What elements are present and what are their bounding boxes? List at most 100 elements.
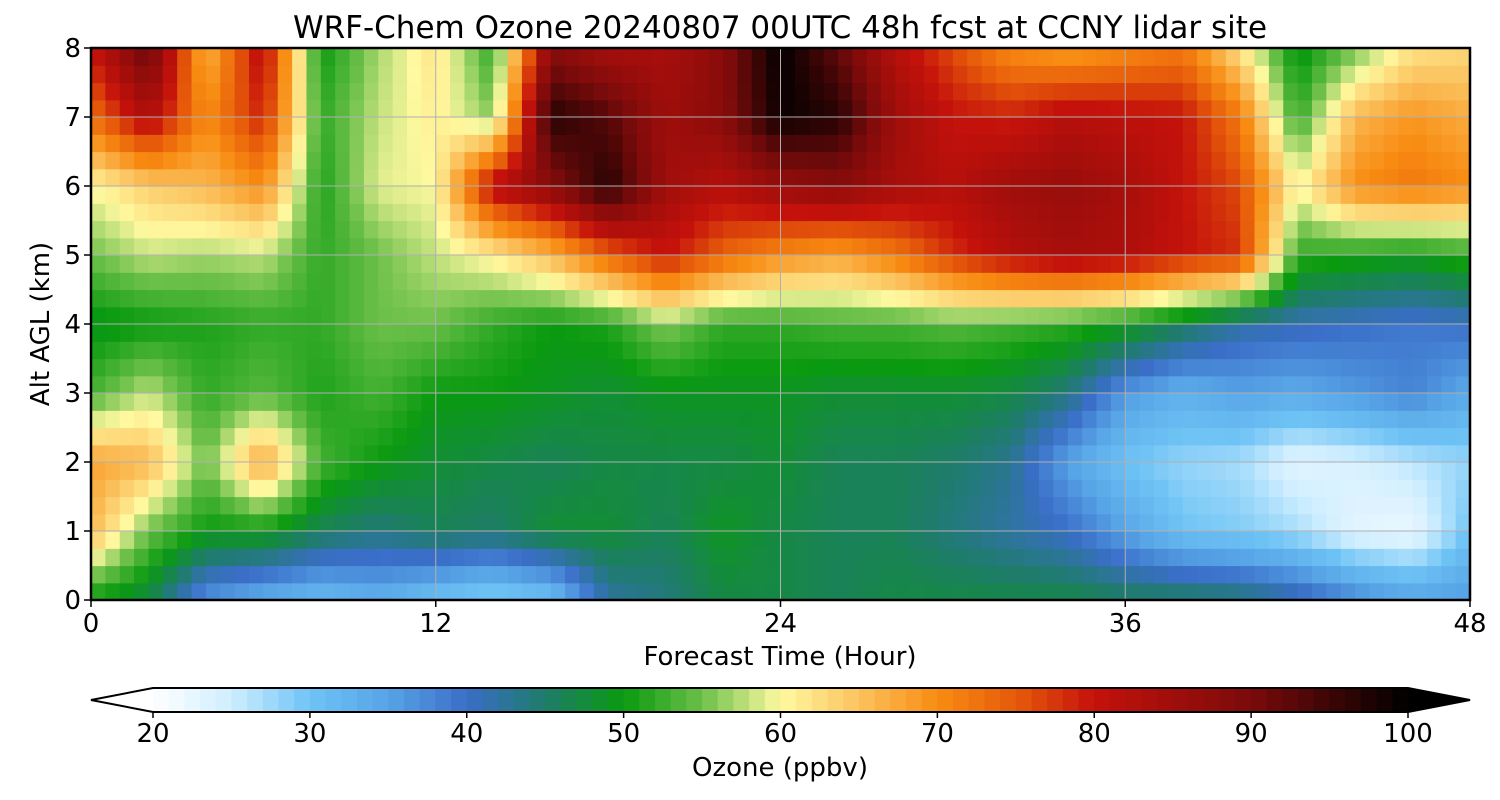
heatmap-cell bbox=[464, 531, 480, 549]
heatmap-cell bbox=[1067, 375, 1083, 394]
heatmap-cell bbox=[220, 220, 236, 239]
heatmap-cell bbox=[1412, 582, 1428, 600]
heatmap-cell bbox=[579, 255, 595, 273]
heatmap-cell bbox=[392, 289, 408, 308]
heatmap-cell bbox=[277, 410, 293, 429]
heatmap-cell bbox=[1211, 272, 1227, 291]
heatmap-cell bbox=[909, 479, 925, 498]
heatmap-cell bbox=[407, 48, 422, 66]
heatmap-cell bbox=[723, 496, 738, 515]
heatmap-cell bbox=[507, 289, 523, 308]
heatmap-cell bbox=[622, 99, 638, 118]
heatmap-cell bbox=[852, 272, 868, 291]
heatmap-cell bbox=[249, 582, 264, 600]
heatmap-cell bbox=[866, 255, 882, 273]
heatmap-cell bbox=[1311, 272, 1327, 291]
heatmap-cell bbox=[277, 565, 293, 584]
heatmap-cell bbox=[521, 134, 537, 153]
heatmap-cell bbox=[191, 289, 207, 308]
heatmap-cell bbox=[1197, 65, 1213, 84]
heatmap-cell bbox=[1240, 99, 1256, 118]
heatmap-cell bbox=[1369, 496, 1385, 515]
heatmap-cell bbox=[737, 117, 753, 135]
heatmap-cell bbox=[665, 82, 681, 101]
heatmap-cell bbox=[119, 82, 135, 101]
heatmap-cell bbox=[852, 186, 868, 204]
heatmap-cell bbox=[737, 375, 753, 394]
heatmap-cell bbox=[679, 289, 695, 308]
heatmap-cell bbox=[651, 393, 667, 411]
heatmap-cell bbox=[234, 513, 250, 532]
heatmap-cell bbox=[407, 65, 422, 84]
heatmap-cell bbox=[450, 324, 466, 342]
heatmap-cell bbox=[450, 358, 466, 377]
heatmap-cell bbox=[493, 186, 509, 204]
heatmap-cell bbox=[737, 186, 753, 204]
heatmap-cell bbox=[694, 479, 710, 498]
heatmap-cell bbox=[450, 306, 466, 325]
heatmap-cell bbox=[220, 65, 236, 84]
heatmap-cell bbox=[895, 117, 911, 135]
heatmap-cell bbox=[967, 479, 983, 498]
heatmap-cell bbox=[392, 65, 408, 84]
heatmap-cell bbox=[1053, 272, 1069, 291]
heatmap-cell bbox=[1039, 255, 1055, 273]
heatmap-cell bbox=[378, 65, 394, 84]
heatmap-cell bbox=[1225, 99, 1241, 118]
heatmap-cell bbox=[105, 306, 121, 325]
heatmap-cell bbox=[679, 186, 695, 204]
heatmap-cell bbox=[91, 531, 106, 549]
heatmap-cell bbox=[1412, 272, 1428, 291]
heatmap-cell bbox=[622, 82, 638, 101]
heatmap-cell bbox=[1326, 410, 1342, 429]
heatmap-cell bbox=[1168, 168, 1184, 187]
heatmap-cell bbox=[1153, 48, 1169, 66]
heatmap-cell bbox=[1110, 496, 1126, 515]
heatmap-cell bbox=[1326, 496, 1342, 515]
heatmap-cell bbox=[895, 531, 911, 549]
heatmap-cell bbox=[995, 255, 1011, 273]
heatmap-cell bbox=[579, 496, 595, 515]
heatmap-cell bbox=[220, 237, 236, 256]
heatmap-cell bbox=[536, 168, 552, 187]
heatmap-cell bbox=[665, 427, 681, 446]
heatmap-cell bbox=[1355, 99, 1371, 118]
heatmap-cell bbox=[1297, 168, 1313, 187]
heatmap-cell bbox=[622, 358, 638, 377]
colorbar-segment bbox=[796, 688, 813, 712]
heatmap-cell bbox=[723, 462, 738, 480]
heatmap-cell bbox=[866, 582, 882, 600]
heatmap-cell bbox=[737, 393, 753, 411]
heatmap-cell bbox=[234, 220, 250, 239]
heatmap-cell bbox=[205, 203, 221, 222]
heatmap-cell bbox=[1082, 255, 1098, 273]
heatmap-cell bbox=[1326, 531, 1342, 549]
heatmap-cell bbox=[507, 237, 523, 256]
heatmap-cell bbox=[794, 289, 810, 308]
heatmap-cell bbox=[1297, 134, 1313, 153]
heatmap-cell bbox=[536, 220, 552, 239]
heatmap-cell bbox=[1039, 134, 1055, 153]
heatmap-cell bbox=[1197, 186, 1213, 204]
heatmap-cell bbox=[1426, 479, 1442, 498]
heatmap-cell bbox=[1455, 134, 1470, 153]
heatmap-cell bbox=[1010, 496, 1026, 515]
heatmap-cell bbox=[1082, 151, 1098, 170]
heatmap-cell bbox=[1254, 203, 1270, 222]
heatmap-cell bbox=[1096, 513, 1112, 532]
heatmap-cell bbox=[751, 513, 767, 532]
heatmap-cell bbox=[1053, 134, 1069, 153]
heatmap-cell bbox=[363, 479, 379, 498]
heatmap-cell bbox=[421, 99, 437, 118]
heatmap-cell bbox=[1168, 65, 1184, 84]
heatmap-cell bbox=[1369, 462, 1385, 480]
heatmap-cell bbox=[593, 496, 609, 515]
heatmap-cell bbox=[967, 513, 983, 532]
heatmap-cell bbox=[593, 341, 609, 360]
heatmap-cell bbox=[91, 237, 106, 256]
heatmap-cell bbox=[450, 410, 466, 429]
heatmap-cell bbox=[1067, 410, 1083, 429]
heatmap-cell bbox=[320, 324, 336, 342]
heatmap-cell bbox=[177, 82, 193, 101]
heatmap-cell bbox=[924, 272, 940, 291]
